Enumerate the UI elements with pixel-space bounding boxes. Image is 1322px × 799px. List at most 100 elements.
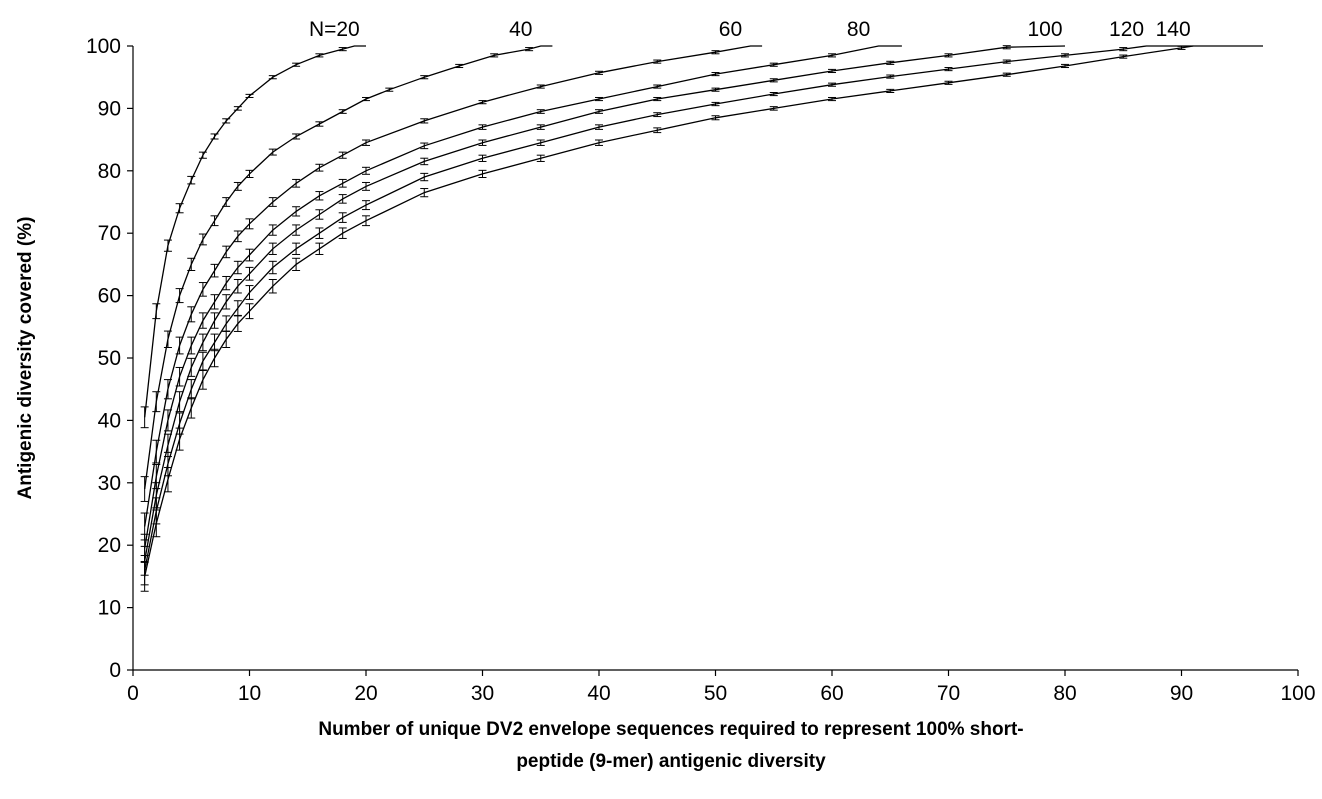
error-bar: [210, 215, 219, 227]
error-bar: [338, 194, 347, 204]
error-bar: [210, 263, 219, 278]
error-bar: [140, 561, 149, 592]
error-bar: [769, 91, 778, 97]
y-tick-label: 50: [98, 347, 121, 370]
error-bar: [198, 369, 207, 390]
series-label-5: 120: [1109, 18, 1144, 41]
y-tick-label: 0: [109, 659, 121, 682]
error-bar: [210, 333, 219, 352]
error-bar: [711, 72, 720, 77]
error-bar: [222, 330, 231, 348]
error-bar: [385, 87, 394, 92]
error-bar: [536, 109, 545, 114]
error-bar: [233, 260, 242, 275]
error-bar: [198, 233, 207, 246]
series-label-3: 80: [847, 18, 870, 41]
error-bar: [140, 476, 149, 502]
error-bar: [222, 294, 231, 310]
error-bar: [292, 206, 301, 217]
error-bar: [233, 279, 242, 294]
error-bar: [478, 169, 487, 179]
error-bar: [478, 124, 487, 130]
series-label-4: 100: [1027, 18, 1062, 41]
y-ticks: 0 10 20 30 40 50 60 70 80 90 100: [86, 35, 133, 682]
error-bar: [828, 68, 836, 74]
error-bar: [210, 133, 219, 140]
error-bar: [315, 163, 324, 172]
y-tick-label: 70: [98, 222, 121, 245]
x-tick-label: 30: [471, 682, 494, 705]
error-bar: [653, 84, 662, 89]
error-bar: [187, 397, 196, 419]
error-bar: [210, 312, 219, 329]
y-tick-label: 90: [98, 97, 121, 120]
error-bar: [315, 209, 324, 220]
error-bar: [268, 279, 277, 294]
error-bar: [828, 82, 836, 87]
series-line: [144, 45, 1263, 577]
x-ticks: 0 10 20 30 40 50 60 70 80 90 100: [127, 670, 1316, 705]
error-bar: [198, 151, 207, 159]
error-bar: [478, 154, 487, 162]
error-bar: [292, 133, 301, 140]
error-bar: [233, 106, 242, 111]
error-bar: [187, 257, 196, 272]
error-bar: [268, 242, 277, 255]
error-bar: [198, 351, 207, 371]
x-axis-title-line2: peptide (9-mer) antigenic diversity: [516, 751, 826, 772]
series-0: [140, 45, 366, 429]
error-bar: [595, 96, 603, 102]
series-1: [140, 45, 553, 502]
error-bar: [187, 306, 196, 323]
error-bar: [653, 112, 662, 118]
error-bar: [152, 509, 161, 538]
error-bar: [711, 115, 720, 121]
error-bar: [420, 188, 429, 198]
error-bar: [163, 379, 172, 400]
error-bar: [536, 139, 545, 146]
error-bar: [828, 53, 836, 58]
error-bar: [233, 181, 242, 191]
error-bar: [222, 197, 231, 207]
x-tick-label: 70: [937, 682, 960, 705]
error-bar: [769, 78, 778, 83]
series-group: [140, 45, 1263, 592]
x-tick-label: 60: [820, 682, 843, 705]
error-bar: [362, 215, 370, 227]
y-tick-label: 60: [98, 285, 121, 308]
error-bar: [455, 63, 464, 69]
error-bar: [828, 96, 836, 102]
error-bar: [292, 62, 301, 67]
error-bar: [711, 101, 720, 107]
series-label-1: 40: [509, 18, 532, 41]
series-2: [140, 45, 763, 541]
error-bar: [245, 303, 254, 320]
error-bar: [420, 142, 429, 150]
error-bar: [233, 300, 242, 316]
error-bar: [1177, 45, 1186, 50]
error-bar: [886, 88, 895, 93]
error-bar: [187, 336, 196, 355]
error-bar: [338, 151, 347, 159]
y-tick-label: 20: [98, 534, 121, 557]
error-bar: [769, 62, 778, 67]
series-line: [144, 45, 1194, 571]
error-bar: [163, 239, 172, 252]
error-bar: [595, 124, 603, 130]
error-bar: [268, 224, 277, 236]
error-bar: [490, 53, 499, 58]
x-tick-label: 90: [1170, 682, 1193, 705]
x-tick-label: 10: [238, 682, 261, 705]
error-bar: [187, 175, 196, 185]
error-bar: [175, 391, 184, 413]
error-bar: [175, 288, 184, 304]
error-bar: [268, 148, 277, 156]
error-bar: [175, 203, 184, 214]
error-bar: [315, 53, 324, 58]
error-bar: [198, 333, 207, 352]
error-bar: [210, 294, 219, 310]
error-bar: [362, 139, 370, 146]
series-label-2: 60: [719, 18, 742, 41]
error-bar: [152, 439, 161, 464]
error-bar: [1002, 45, 1011, 50]
